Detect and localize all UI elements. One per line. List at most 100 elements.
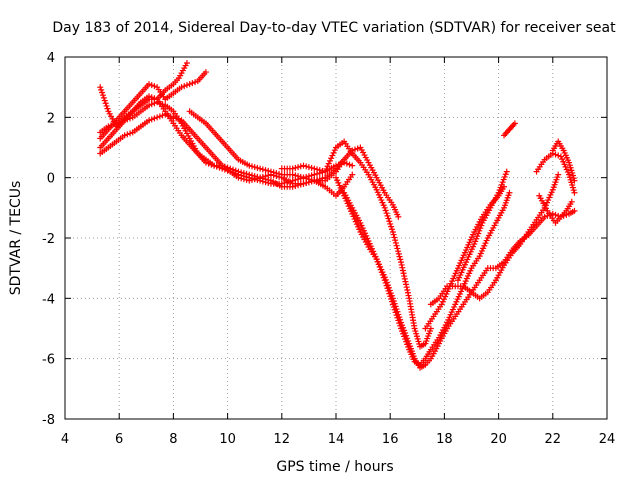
data-point: [324, 163, 331, 170]
data-point: [511, 120, 518, 127]
data-point: [405, 343, 412, 350]
data-point: [395, 213, 402, 220]
data-point: [167, 113, 174, 120]
series-trace-14: [549, 138, 578, 184]
data-point: [154, 114, 161, 121]
data-point: [349, 171, 356, 178]
data-point: [270, 169, 277, 176]
data-point: [397, 322, 404, 329]
data-point: [377, 266, 384, 273]
data-point: [378, 269, 385, 276]
data-point: [571, 207, 578, 214]
data-point: [403, 281, 410, 288]
data-point: [503, 168, 510, 175]
data-point: [384, 285, 391, 292]
data-point: [98, 86, 105, 93]
data-point: [475, 230, 482, 237]
data-point: [259, 166, 266, 173]
data-point: [108, 122, 115, 129]
data-point: [257, 165, 264, 172]
data-point: [555, 171, 562, 178]
data-point: [243, 176, 250, 183]
x-tick-label: 8: [169, 432, 177, 447]
data-point: [308, 176, 315, 183]
data-point: [162, 111, 169, 118]
data-point: [159, 112, 166, 119]
data-point: [495, 189, 502, 196]
data-point: [381, 204, 388, 211]
x-tick-label: 16: [382, 432, 399, 447]
data-point: [292, 172, 299, 179]
data-point: [205, 160, 212, 167]
data-point: [121, 132, 128, 139]
data-point: [571, 177, 578, 184]
data-point: [343, 160, 350, 167]
y-tick-label: -8: [42, 413, 55, 428]
data-point: [124, 116, 131, 123]
data-point: [396, 320, 403, 327]
data-point: [555, 212, 562, 219]
data-point: [238, 169, 245, 176]
data-point: [322, 168, 329, 175]
data-point: [383, 282, 390, 289]
data-point: [382, 207, 389, 214]
data-point: [392, 237, 399, 244]
data-point: [401, 333, 408, 340]
data-point: [401, 273, 408, 280]
data-point: [391, 306, 398, 313]
y-tick-label: 4: [47, 51, 55, 66]
data-point: [390, 304, 397, 311]
data-point: [254, 164, 261, 171]
data-point: [104, 105, 111, 112]
data-point: [328, 155, 335, 162]
data-point: [248, 176, 255, 183]
data-point: [399, 328, 406, 335]
data-point: [248, 163, 255, 170]
data-point: [393, 312, 400, 319]
data-point: [311, 171, 318, 178]
data-point: [395, 317, 402, 324]
data-point: [308, 164, 315, 171]
data-point: [496, 187, 503, 194]
data-point: [403, 284, 410, 291]
data-point: [497, 184, 504, 191]
data-point: [329, 152, 336, 159]
data-point: [148, 101, 155, 108]
data-point: [405, 292, 412, 299]
data-point: [103, 102, 110, 109]
data-point: [235, 174, 242, 181]
y-tick-label: -2: [42, 232, 55, 247]
data-point: [105, 123, 112, 130]
data-point: [389, 298, 396, 305]
data-point: [388, 223, 395, 230]
data-point: [303, 175, 310, 182]
data-point: [398, 261, 405, 268]
data-point: [472, 238, 479, 245]
data-point: [192, 79, 199, 86]
data-point: [381, 277, 388, 284]
data-point: [351, 146, 358, 153]
data-point: [156, 100, 163, 107]
data-point: [175, 116, 182, 123]
data-point: [386, 218, 393, 225]
data-point: [101, 97, 108, 104]
y-tick-label: 0: [47, 172, 55, 187]
data-point: [267, 168, 274, 175]
data-point: [124, 131, 131, 138]
data-point: [292, 164, 299, 171]
data-point: [259, 173, 266, 180]
data-point: [127, 115, 134, 122]
data-point: [395, 248, 402, 255]
data-point: [265, 167, 272, 174]
data-point: [262, 167, 269, 174]
data-point: [251, 164, 258, 171]
data-point: [389, 301, 396, 308]
data-point: [238, 175, 245, 182]
data-point: [392, 309, 399, 316]
data-point: [471, 241, 478, 248]
data-point: [289, 171, 296, 178]
data-point: [148, 116, 155, 123]
data-point: [404, 289, 411, 296]
data-point: [402, 336, 409, 343]
